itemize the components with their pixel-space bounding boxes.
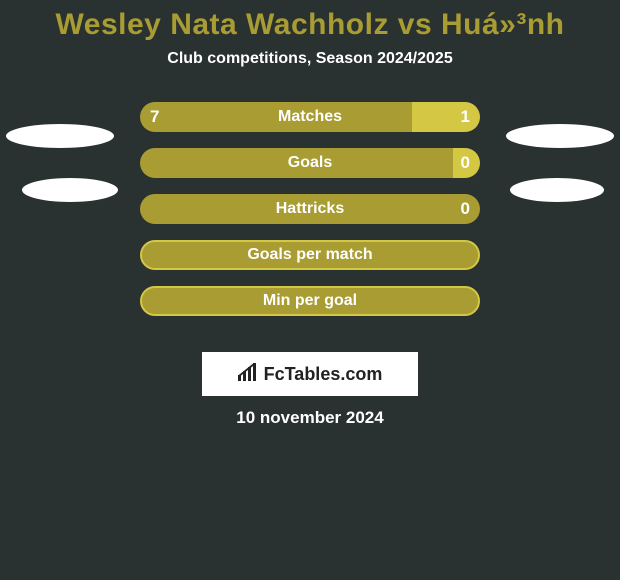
- stat-label: Goals: [140, 148, 480, 178]
- stat-label: Matches: [140, 102, 480, 132]
- stat-row: Goals0: [0, 148, 620, 178]
- page-title: Wesley Nata Wachholz vs Huá»³nh: [0, 0, 620, 42]
- stat-row: Min per goal: [0, 286, 620, 316]
- stat-label: Min per goal: [140, 286, 480, 316]
- stat-value-right: 0: [461, 148, 470, 178]
- stat-label: Goals per match: [140, 240, 480, 270]
- logo-text: FcTables.com: [264, 364, 383, 385]
- stat-value-right: 0: [461, 194, 470, 224]
- stat-label: Hattricks: [140, 194, 480, 224]
- stat-value-left: 7: [150, 102, 159, 132]
- chart-icon: [238, 363, 260, 386]
- page-subtitle: Club competitions, Season 2024/2025: [0, 50, 620, 68]
- stat-row: Hattricks0: [0, 194, 620, 224]
- stats-area: Matches71Goals0Hattricks0Goals per match…: [0, 102, 620, 316]
- stat-row: Goals per match: [0, 240, 620, 270]
- logo-box: FcTables.com: [202, 352, 418, 396]
- stat-value-right: 1: [461, 102, 470, 132]
- stat-row: Matches7 1: [0, 102, 620, 132]
- date-text: 10 november 2024: [0, 408, 620, 428]
- logo: FcTables.com: [238, 363, 383, 386]
- comparison-infographic: Wesley Nata Wachholz vs Huá»³nh Club com…: [0, 0, 620, 580]
